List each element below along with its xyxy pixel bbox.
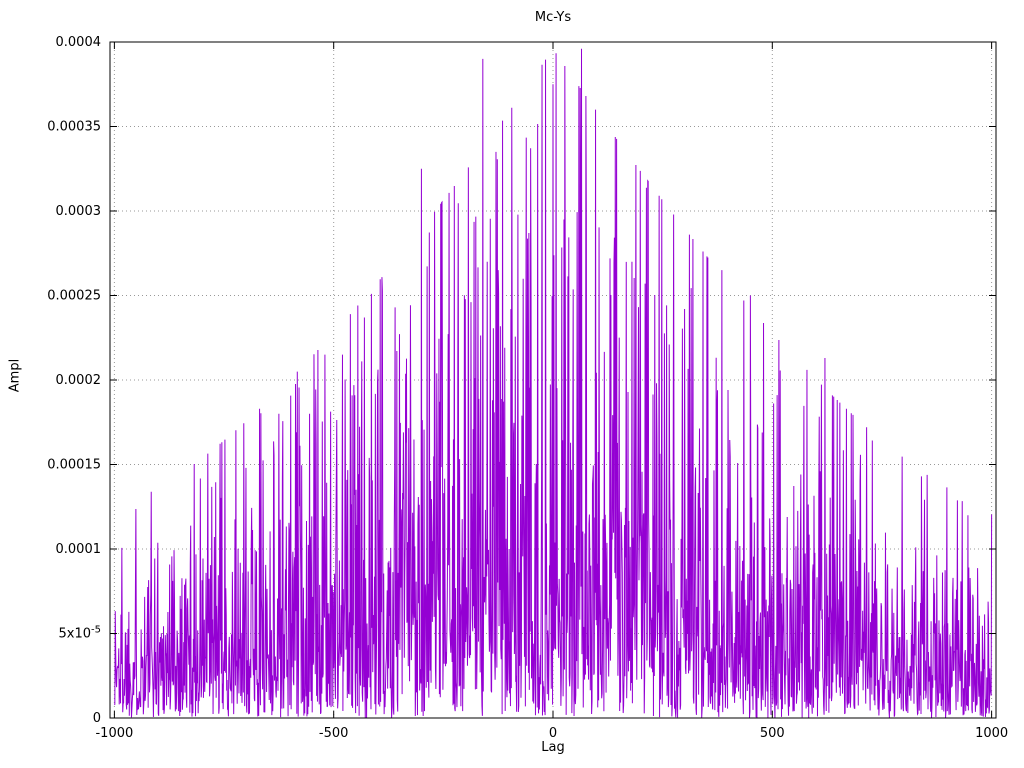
x-tick-label: 500: [760, 726, 785, 741]
y-tick-label: 0.00015: [47, 458, 101, 473]
chart-title: Mc-Ys: [534, 10, 572, 25]
x-tick-label: -500: [319, 726, 349, 741]
y-tick-label: 0.0001: [56, 542, 102, 557]
x-tick-label: 1000: [975, 726, 1008, 741]
x-tick-label: 0: [549, 726, 557, 741]
y-tick-label: 0.00025: [47, 289, 101, 304]
y-tick-label: 0: [93, 711, 101, 726]
x-axis-label: Lag: [541, 740, 565, 755]
y-tick-label: 0.0002: [56, 373, 102, 388]
y-tick-label: 0.0004: [56, 35, 102, 50]
y-tick-label: 5x10-5: [59, 625, 102, 642]
x-tick-label: -1000: [95, 726, 133, 741]
data-series: [114, 48, 993, 718]
y-tick-label: 0.0003: [56, 204, 102, 219]
y-tick-label: 0.00035: [47, 120, 101, 135]
